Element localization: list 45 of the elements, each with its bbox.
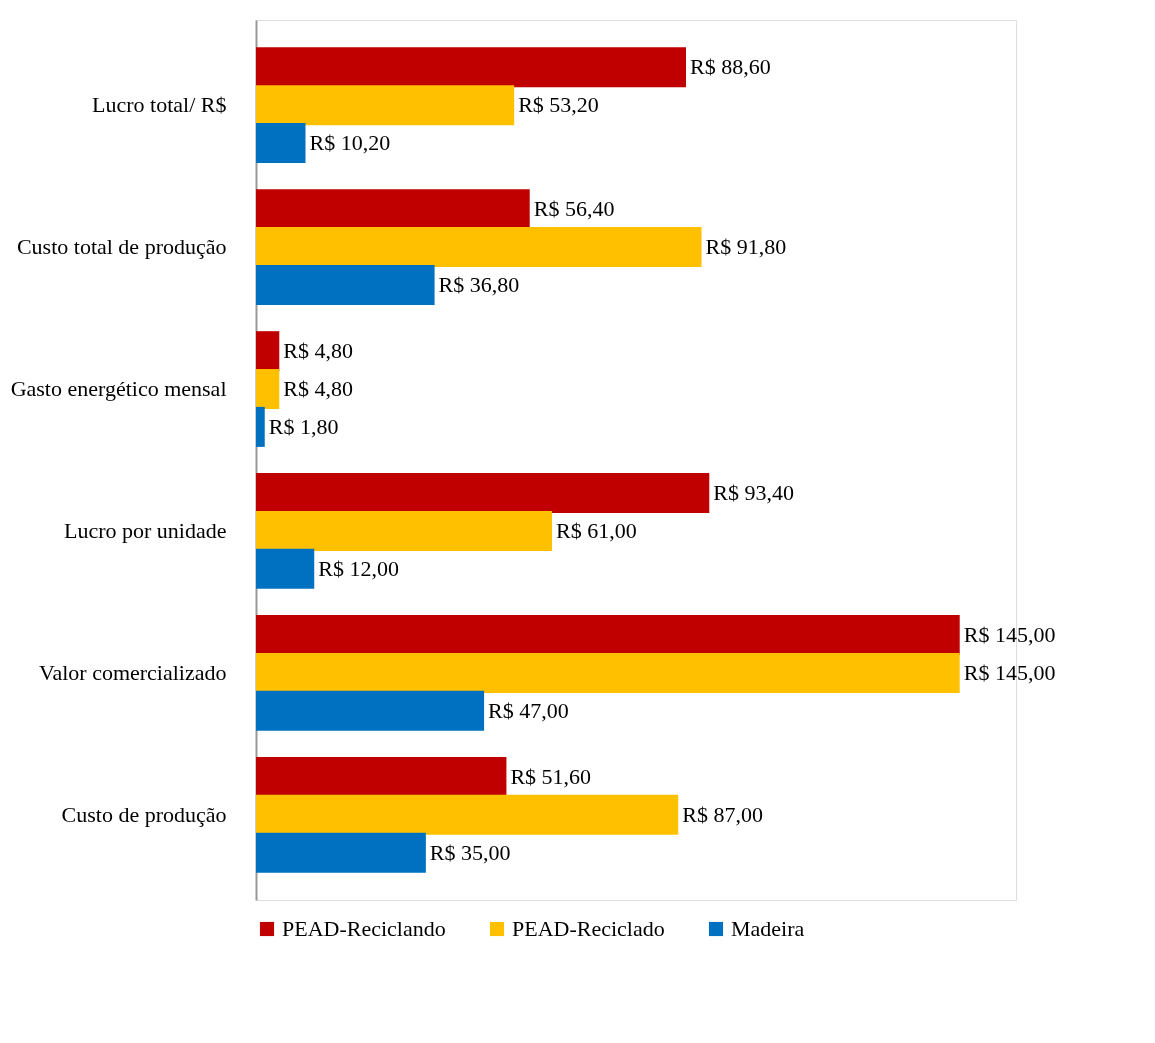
y-tick-label: Custo total de produção [16, 234, 227, 260]
y-tick-label: Valor comercializado [38, 659, 227, 685]
bar [256, 615, 960, 656]
data-label: R$ 47,00 [488, 697, 569, 723]
data-label: R$ 61,00 [556, 517, 637, 543]
bar [256, 369, 280, 410]
data-label: R$ 4,80 [283, 376, 353, 402]
data-label: R$ 93,40 [713, 480, 794, 506]
bar [256, 85, 515, 126]
bar [256, 189, 530, 230]
bar [256, 123, 306, 164]
data-label: R$ 88,60 [689, 54, 771, 80]
data-label: R$ 35,00 [429, 839, 511, 865]
y-tick-label: Lucro total/ R$ [92, 92, 227, 118]
data-label: R$ 53,20 [518, 92, 599, 118]
data-label: R$ 56,40 [533, 196, 615, 222]
y-tick-label: Gasto energético mensal [10, 376, 227, 402]
bar [256, 756, 507, 797]
bar [256, 548, 315, 589]
data-label: R$ 36,80 [438, 271, 520, 297]
bar [256, 264, 435, 305]
legend-label: PEAD-Reciclando [282, 916, 446, 941]
data-label: R$ 12,00 [318, 555, 399, 581]
bar [256, 227, 702, 268]
data-label: R$ 145,00 [963, 659, 1056, 685]
data-label: R$ 87,00 [682, 801, 763, 827]
y-tick-label: Lucro por unidade [64, 517, 227, 543]
bar [256, 832, 426, 873]
bar [256, 473, 710, 514]
bar [256, 47, 686, 88]
data-label: R$ 4,80 [283, 338, 353, 364]
data-label: R$ 10,20 [309, 130, 391, 156]
bar [256, 331, 280, 372]
data-label: R$ 1,80 [268, 413, 339, 439]
data-label: R$ 91,80 [705, 234, 787, 260]
bar [256, 406, 265, 447]
data-label: R$ 51,60 [510, 763, 592, 789]
legend-label: Madeira [731, 916, 805, 941]
bar [256, 652, 960, 693]
y-tick-label: Custo de produção [61, 801, 227, 827]
legend-label: PEAD-Reciclado [512, 916, 665, 941]
bar [256, 510, 553, 551]
data-label: R$ 145,00 [963, 622, 1056, 648]
bar [256, 690, 485, 731]
bar [256, 794, 679, 835]
